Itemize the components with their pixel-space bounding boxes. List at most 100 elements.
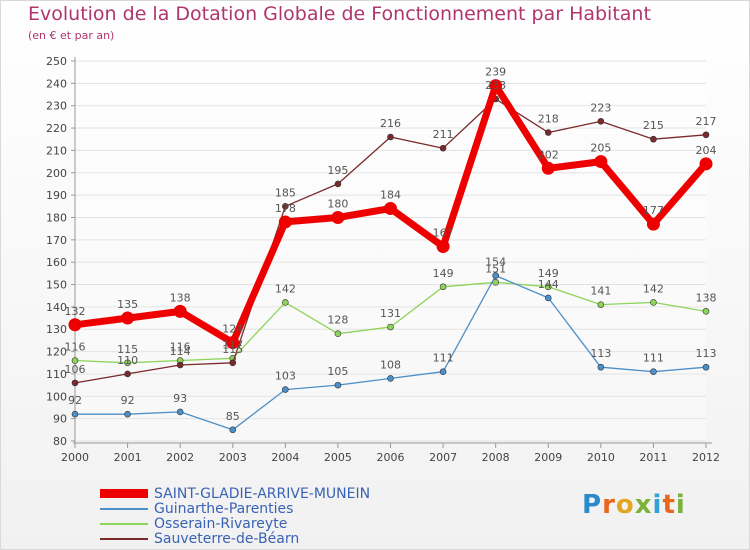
data-label: 108 <box>380 358 401 371</box>
x-tick-label: 2008 <box>482 451 510 464</box>
data-point <box>544 129 552 136</box>
data-label: 205 <box>590 142 611 155</box>
data-point <box>597 363 605 371</box>
data-label: 114 <box>170 345 191 358</box>
legend-swatch <box>100 507 148 510</box>
data-label: 216 <box>380 117 401 130</box>
proxiti-logo: Proxiti <box>582 490 686 520</box>
legend-label: Guinarthe-Parenties <box>154 500 294 517</box>
y-tick-label: 230 <box>46 100 67 113</box>
data-point <box>650 299 657 306</box>
data-point <box>489 79 503 93</box>
x-tick-label: 2002 <box>166 451 194 464</box>
data-label: 178 <box>275 202 296 215</box>
data-label: 93 <box>173 392 187 405</box>
data-label: 138 <box>170 291 191 304</box>
data-label: 135 <box>117 298 138 311</box>
data-point <box>282 202 289 210</box>
legend-swatch <box>100 522 148 525</box>
data-label: 132 <box>65 305 86 318</box>
x-tick-label: 2010 <box>587 451 615 464</box>
y-tick-label: 210 <box>46 144 67 157</box>
y-tick-label: 80 <box>53 435 67 448</box>
legend-item-osserain: Osserain-Rivareyte <box>100 515 370 532</box>
legend-label: Osserain-Rivareyte <box>154 515 288 532</box>
y-tick-label: 170 <box>46 234 67 247</box>
data-label: 105 <box>327 365 348 378</box>
y-tick-label: 220 <box>46 122 67 135</box>
data-label: 131 <box>380 307 401 320</box>
data-label: 106 <box>65 363 86 376</box>
data-label: 149 <box>433 267 454 280</box>
legend-label: Sauveterre-de-Béarn <box>154 530 300 547</box>
data-point <box>597 118 605 125</box>
x-tick-label: 2000 <box>61 451 89 464</box>
y-tick-label: 90 <box>53 413 67 426</box>
data-point <box>282 299 289 306</box>
x-tick-label: 2004 <box>271 451 299 464</box>
data-point <box>387 323 394 331</box>
data-label: 85 <box>226 410 240 423</box>
chart-title: Evolution de la Dotation Globale de Fonc… <box>28 3 651 25</box>
x-tick-label: 2009 <box>534 451 562 464</box>
data-point <box>439 283 447 291</box>
x-tick-label: 2003 <box>219 451 247 464</box>
data-label: 142 <box>275 282 296 295</box>
x-tick-label: 2011 <box>639 451 667 464</box>
data-label: 92 <box>121 394 135 407</box>
data-label: 180 <box>327 197 348 210</box>
data-point <box>702 131 710 139</box>
data-point <box>702 363 710 371</box>
data-labels: 132 135 138 124 178 180 184 167 239 202 205 177 204 9… <box>65 66 717 423</box>
data-label: 177 <box>643 204 664 217</box>
legend-swatch <box>100 537 148 540</box>
data-point <box>176 408 184 416</box>
data-point <box>226 336 240 350</box>
y-tick-label: 130 <box>46 323 67 336</box>
data-point <box>71 410 79 418</box>
data-label: 185 <box>275 186 296 199</box>
data-label: 215 <box>643 119 664 132</box>
data-point <box>124 410 131 418</box>
data-label: 111 <box>433 352 454 365</box>
axes: 8090100110120130140150160170180190200210… <box>46 55 720 464</box>
data-label: 141 <box>590 285 611 298</box>
data-point <box>492 272 499 279</box>
data-label: 142 <box>643 282 664 295</box>
data-label: 110 <box>117 354 138 367</box>
y-tick-label: 110 <box>46 368 67 381</box>
data-label: 116 <box>65 341 86 354</box>
legend-item-guinarthe: Guinarthe-Parenties <box>100 500 370 517</box>
data-point <box>646 217 660 231</box>
legend-item-sauveterre: Sauveterre-de-Béarn <box>100 530 370 547</box>
y-tick-label: 140 <box>46 301 67 314</box>
x-tick-label: 2005 <box>324 451 352 464</box>
x-tick-label: 2001 <box>114 451 142 464</box>
data-label: 115 <box>117 343 138 356</box>
data-label: 195 <box>327 164 348 177</box>
data-label: 167 <box>433 227 454 240</box>
data-label: 92 <box>68 394 82 407</box>
data-label: 111 <box>643 352 664 365</box>
data-point <box>541 161 555 175</box>
data-point <box>387 133 394 141</box>
data-point <box>68 318 82 332</box>
data-point <box>282 386 289 393</box>
y-tick-label: 200 <box>46 167 67 180</box>
data-label: 113 <box>590 347 611 360</box>
y-tick-label: 240 <box>46 77 67 90</box>
data-point <box>334 180 342 188</box>
data-label: 113 <box>696 347 717 360</box>
legend-swatch <box>100 489 148 498</box>
data-point <box>229 359 237 367</box>
data-label: 223 <box>590 101 611 114</box>
data-point <box>176 361 184 369</box>
data-point <box>124 359 131 367</box>
data-point <box>594 155 608 169</box>
x-tick-label: 2006 <box>377 451 405 464</box>
data-point <box>544 283 552 291</box>
y-tick-label: 180 <box>46 211 67 224</box>
data-point <box>702 308 710 315</box>
data-label: 103 <box>275 370 296 383</box>
